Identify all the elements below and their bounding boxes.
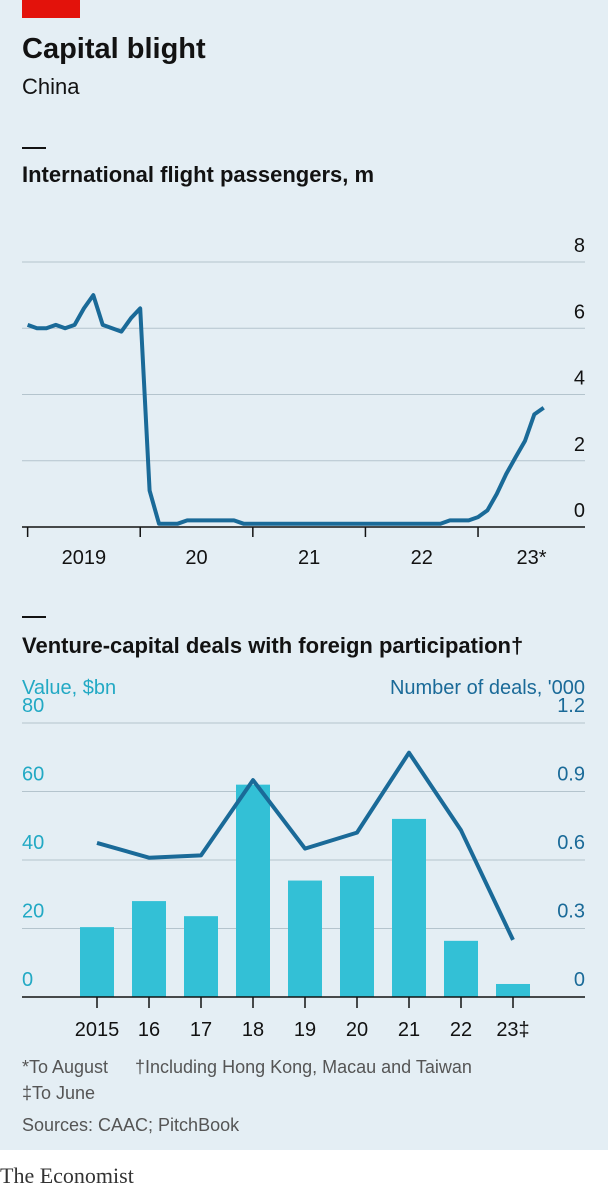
y-tick-label: 80 bbox=[22, 695, 44, 717]
x-tick-label: 18 bbox=[242, 1019, 264, 1041]
y-axis-label: Value, $bn bbox=[22, 677, 116, 699]
bar bbox=[80, 927, 114, 997]
x-tick-label: 2019 bbox=[62, 547, 107, 569]
subtitle: China bbox=[22, 74, 80, 99]
x-tick-label: 21 bbox=[398, 1019, 420, 1041]
bar bbox=[288, 880, 322, 997]
chart-title: International flight passengers, m bbox=[22, 162, 374, 187]
y-tick-label: 60 bbox=[22, 764, 44, 786]
x-tick-label: 20 bbox=[185, 547, 207, 569]
bar bbox=[496, 983, 530, 997]
brand: The Economist bbox=[0, 1163, 134, 1188]
x-tick-label: 22 bbox=[450, 1019, 472, 1041]
y2-tick-label: 0.6 bbox=[557, 832, 585, 854]
source: Sources: CAAC; PitchBook bbox=[22, 1115, 240, 1135]
title: Capital blight bbox=[22, 33, 206, 65]
footnote: *To August bbox=[22, 1057, 108, 1077]
y2-tick-label: 0.3 bbox=[557, 901, 585, 923]
y2-axis-label: Number of deals, '000 bbox=[390, 677, 585, 699]
y-tick-label: 0 bbox=[22, 969, 33, 991]
bar bbox=[340, 876, 374, 997]
x-tick-label: 22 bbox=[411, 547, 433, 569]
y-tick-label: 0 bbox=[574, 500, 585, 522]
bar bbox=[392, 818, 426, 997]
bar bbox=[236, 784, 270, 997]
chart-title: Venture-capital deals with foreign parti… bbox=[22, 633, 523, 658]
y-tick-label: 4 bbox=[574, 368, 585, 390]
x-tick-label: 21 bbox=[298, 547, 320, 569]
y-tick-label: 8 bbox=[574, 235, 585, 257]
line bbox=[26, 293, 545, 526]
bar bbox=[184, 916, 218, 997]
x-tick-label: 16 bbox=[138, 1019, 160, 1041]
line bbox=[96, 750, 515, 941]
y-tick-label: 40 bbox=[22, 832, 44, 854]
y-tick-label: 2 bbox=[574, 434, 585, 456]
footnote: †Including Hong Kong, Macau and Taiwan bbox=[135, 1057, 472, 1077]
y-tick-label: 20 bbox=[22, 901, 44, 923]
x-tick-label: 23‡ bbox=[496, 1019, 529, 1041]
x-tick-label: 19 bbox=[294, 1019, 316, 1041]
footnote: ‡To June bbox=[22, 1083, 95, 1103]
y-tick-label: 6 bbox=[574, 301, 585, 323]
x-tick-label: 20 bbox=[346, 1019, 368, 1041]
y2-tick-label: 0.9 bbox=[557, 764, 585, 786]
red-tag bbox=[22, 0, 80, 18]
x-tick-label: 2015 bbox=[75, 1019, 120, 1041]
x-tick-label: 23* bbox=[516, 547, 546, 569]
y2-tick-label: 1.2 bbox=[557, 695, 585, 717]
bar bbox=[444, 940, 478, 997]
x-tick-label: 17 bbox=[190, 1019, 212, 1041]
bar bbox=[132, 901, 166, 997]
y2-tick-label: 0 bbox=[574, 969, 585, 991]
